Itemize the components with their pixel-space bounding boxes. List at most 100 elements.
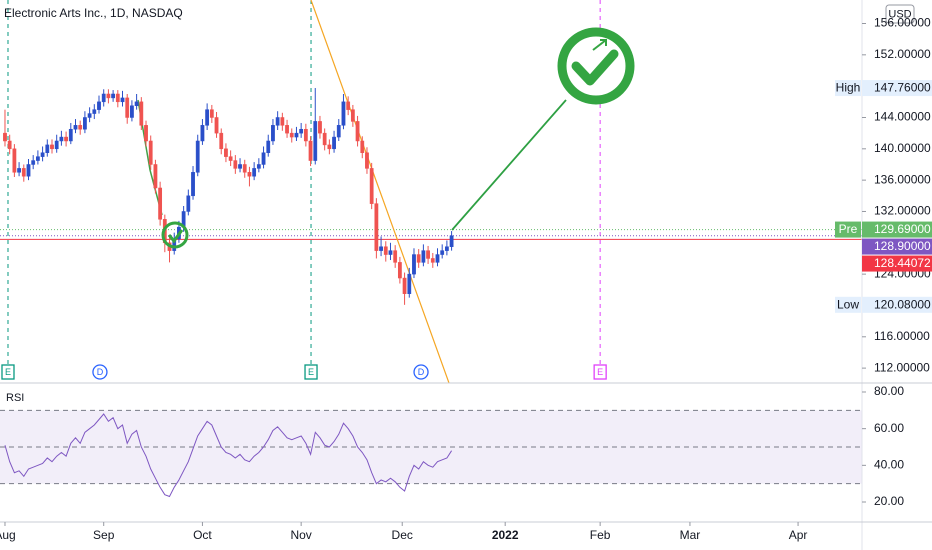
- x-tick-label: Apr: [789, 528, 808, 542]
- price-label: 147.76000: [874, 81, 931, 95]
- event-label: E: [308, 367, 314, 377]
- candle-body: [308, 140, 313, 161]
- chart-title: Electronic Arts Inc., 1D, NASDAQ: [4, 6, 183, 20]
- candle-body: [430, 258, 435, 263]
- candle-body: [261, 152, 266, 165]
- candle-body: [341, 101, 346, 126]
- candles: [3, 88, 454, 305]
- candle-body: [435, 254, 440, 263]
- y-tick-label: 60.00: [874, 421, 904, 435]
- y-tick-label: 80.00: [874, 384, 904, 398]
- currency-box[interactable]: [885, 4, 915, 24]
- candle-body: [374, 203, 379, 251]
- candle-body: [153, 164, 158, 189]
- candle-body: [200, 125, 205, 142]
- candle-body: [101, 93, 106, 103]
- event-marker: [304, 364, 318, 380]
- candle-body: [120, 97, 125, 103]
- candle-body: [7, 140, 12, 150]
- candle-body: [64, 136, 68, 142]
- candle-body: [285, 125, 289, 134]
- currency: USD: [888, 8, 911, 20]
- candle-body: [280, 117, 285, 126]
- price-tag-box: [835, 296, 861, 313]
- price-tag-box: [835, 221, 861, 238]
- candle-body: [421, 250, 426, 263]
- y-tick-label: 116.00000: [874, 329, 930, 343]
- candle-body: [139, 101, 144, 126]
- candle-body: [327, 144, 332, 150]
- candle-body: [92, 109, 97, 114]
- price-tag: Low: [837, 298, 859, 312]
- candle-body: [416, 254, 421, 263]
- candle-body: [3, 132, 7, 142]
- candle-body: [426, 250, 430, 259]
- candle-body: [106, 93, 111, 99]
- rsi-band: [0, 410, 862, 484]
- candle-body: [31, 160, 36, 165]
- overlay: 112.00000116.00000124.00000132.00000136.…: [0, 16, 932, 542]
- y-tick-label: 152.00000: [874, 47, 931, 61]
- event-label: D: [418, 367, 425, 377]
- candle-body: [256, 164, 261, 169]
- candle-body: [205, 109, 210, 126]
- small-check-icon: [161, 221, 189, 249]
- candle-body: [275, 117, 280, 126]
- x-tick-label: Mar: [680, 528, 701, 542]
- candle-body: [402, 277, 407, 294]
- price-label: 129.69000: [874, 222, 931, 236]
- candle-body: [397, 262, 402, 279]
- candle-body: [271, 125, 275, 142]
- y-tick-label: 156.00000: [874, 16, 931, 30]
- candle-body: [73, 125, 78, 130]
- candle-body: [449, 235, 454, 247]
- candle-body: [134, 101, 139, 106]
- candle-body: [336, 125, 341, 138]
- candle-body: [68, 128, 73, 142]
- event-label: E: [5, 367, 11, 377]
- price-label-box: [862, 238, 932, 255]
- candle-body: [209, 109, 214, 118]
- candle-body: [289, 132, 294, 138]
- y-tick-label: 140.00000: [874, 141, 931, 155]
- rsi-line: [4, 413, 453, 498]
- candle-body: [238, 164, 242, 169]
- candle-body: [26, 164, 31, 177]
- y-tick-label: 144.00000: [874, 110, 931, 124]
- candle-body: [388, 250, 393, 255]
- candle-body: [12, 148, 17, 173]
- price-label: 128.90000: [874, 239, 931, 253]
- candle-body: [247, 172, 252, 177]
- candle-body: [158, 187, 163, 220]
- price-label: 120.08000: [874, 298, 931, 312]
- price-tag: Pre: [839, 222, 858, 236]
- candle-body: [144, 125, 148, 142]
- candle-body: [214, 117, 219, 134]
- candle-body: [379, 246, 383, 251]
- candle-body: [191, 172, 195, 197]
- candle-body: [59, 136, 64, 142]
- event-marker: [593, 364, 607, 380]
- candle-body: [318, 121, 322, 134]
- price-label-box: [862, 296, 932, 313]
- candle-body: [17, 168, 21, 173]
- candle-body: [369, 168, 374, 204]
- arrow-line: [451, 99, 567, 231]
- y-tick-label: 40.00: [874, 458, 904, 472]
- candle-body: [125, 97, 130, 118]
- candle-body: [224, 148, 228, 157]
- candle-body: [35, 156, 40, 161]
- x-tick-label: Oct: [193, 528, 212, 542]
- candle-body: [332, 136, 336, 150]
- candle-body: [219, 132, 224, 150]
- price-label-box: [862, 221, 932, 238]
- candle-body: [83, 117, 87, 130]
- x-tick-label: Sep: [93, 528, 115, 542]
- y-tick-label: 136.00000: [874, 172, 931, 186]
- candle-body: [130, 105, 134, 118]
- candle-body: [195, 140, 200, 173]
- candle-body: [45, 144, 50, 153]
- candle-body: [111, 93, 116, 99]
